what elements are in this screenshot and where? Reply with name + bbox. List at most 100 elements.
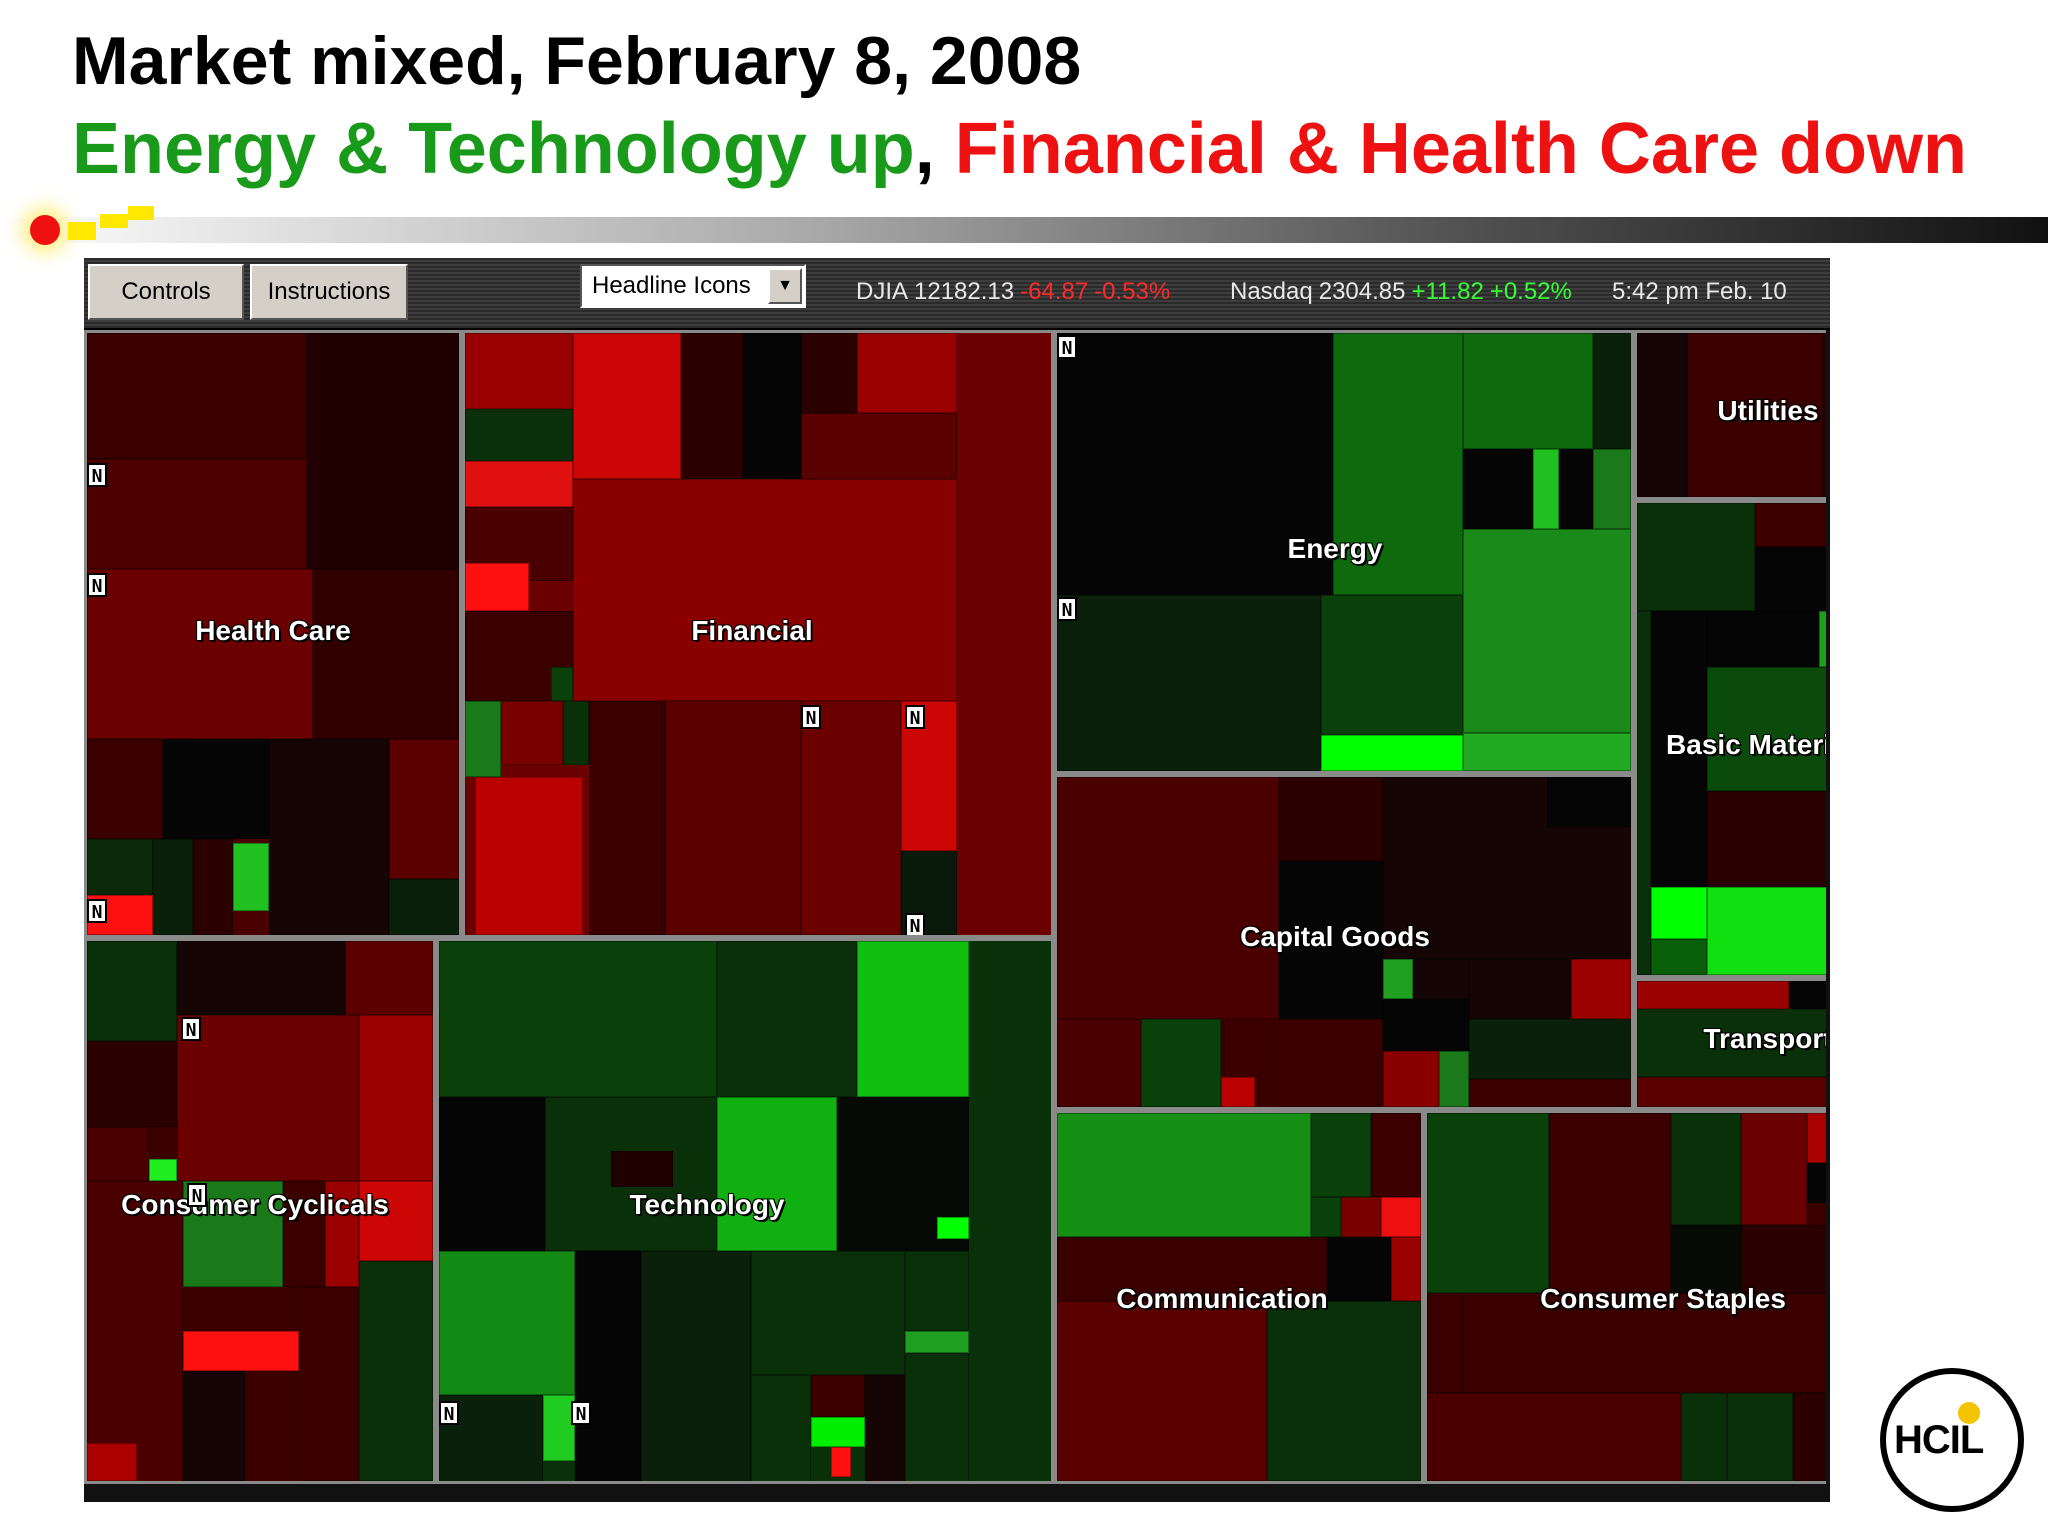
stock-cell[interactable] xyxy=(87,333,307,459)
stock-cell[interactable] xyxy=(299,1287,359,1481)
stock-cell[interactable] xyxy=(937,1217,969,1239)
stock-cell[interactable] xyxy=(153,839,193,935)
news-icon[interactable]: N xyxy=(87,463,107,487)
stock-cell[interactable] xyxy=(801,333,857,413)
sector-financial[interactable]: Financial N N N xyxy=(462,330,1054,938)
stock-cell[interactable] xyxy=(1593,333,1631,449)
stock-cell[interactable] xyxy=(811,1417,865,1447)
stock-cell[interactable] xyxy=(313,569,459,739)
stock-cell[interactable] xyxy=(1057,777,1279,1019)
stock-cell[interactable] xyxy=(1559,449,1593,529)
stock-cell[interactable] xyxy=(1371,1113,1421,1197)
stock-cell[interactable] xyxy=(717,1097,837,1251)
news-icon[interactable]: N xyxy=(1057,335,1077,359)
stock-cell[interactable] xyxy=(1463,529,1631,733)
news-icon[interactable]: N xyxy=(439,1401,459,1425)
stock-cell[interactable] xyxy=(1741,1225,1826,1293)
controls-button[interactable]: Controls xyxy=(88,264,244,320)
stock-cell[interactable] xyxy=(1427,1113,1549,1293)
stock-cell[interactable] xyxy=(681,333,743,479)
sector-consumer-cyclicals[interactable]: Consumer Cyclicals N N xyxy=(84,938,436,1484)
stock-cell[interactable] xyxy=(475,777,583,935)
stock-cell[interactable] xyxy=(865,1375,905,1481)
stock-cell[interactable] xyxy=(1057,1113,1311,1237)
stock-cell[interactable] xyxy=(1279,861,1383,1019)
news-icon[interactable]: N xyxy=(87,899,107,923)
stock-cell[interactable] xyxy=(183,1331,299,1371)
stock-cell[interactable] xyxy=(831,1447,851,1477)
stock-cell[interactable] xyxy=(87,839,153,895)
stock-cell[interactable] xyxy=(1533,449,1559,529)
stock-cell[interactable] xyxy=(359,1181,433,1261)
stock-cell[interactable] xyxy=(589,701,665,935)
instructions-button[interactable]: Instructions xyxy=(250,264,408,320)
stock-cell[interactable] xyxy=(149,1159,177,1181)
stock-cell[interactable] xyxy=(857,333,957,413)
stock-cell[interactable] xyxy=(87,1181,183,1481)
news-icon[interactable]: N xyxy=(905,913,925,935)
stock-cell[interactable] xyxy=(1427,1393,1681,1481)
stock-cell[interactable] xyxy=(1819,611,1826,667)
stock-cell[interactable] xyxy=(1267,1301,1421,1481)
stock-cell[interactable] xyxy=(1327,1237,1391,1301)
stock-cell[interactable] xyxy=(1707,611,1819,667)
sector-communication[interactable]: Communication xyxy=(1054,1110,1424,1484)
stock-cell[interactable] xyxy=(857,941,969,1097)
stock-cell[interactable] xyxy=(1707,667,1826,791)
stock-cell[interactable] xyxy=(1637,1077,1826,1107)
stock-cell[interactable] xyxy=(1321,595,1463,735)
sector-energy[interactable]: Energy N N xyxy=(1054,330,1634,774)
stock-cell[interactable] xyxy=(1789,981,1826,1009)
stock-cell[interactable] xyxy=(87,1443,137,1481)
stock-cell[interactable] xyxy=(1141,1019,1221,1107)
stock-cell[interactable] xyxy=(1221,1077,1255,1107)
stock-cell[interactable] xyxy=(439,1097,545,1251)
stock-cell[interactable] xyxy=(641,1251,751,1481)
sector-consumer-staples[interactable]: Consumer Staples xyxy=(1424,1110,1826,1484)
sector-basic-materials[interactable]: Basic Materials xyxy=(1634,500,1826,978)
stock-cell[interactable] xyxy=(1823,333,1826,497)
news-icon[interactable]: N xyxy=(905,705,925,729)
stock-cell[interactable] xyxy=(177,1015,359,1181)
stock-cell[interactable] xyxy=(87,569,313,739)
stock-cell[interactable] xyxy=(1807,1113,1826,1163)
stock-cell[interactable] xyxy=(1651,939,1707,975)
stock-cell[interactable] xyxy=(743,333,801,479)
stock-cell[interactable] xyxy=(465,461,573,507)
stock-cell[interactable] xyxy=(573,479,957,701)
stock-cell[interactable] xyxy=(269,739,389,935)
sector-technology[interactable]: Technology N N xyxy=(436,938,1054,1484)
stock-cell[interactable] xyxy=(1311,1113,1371,1197)
stock-cell[interactable] xyxy=(1807,1163,1826,1203)
stock-cell[interactable] xyxy=(1057,1019,1141,1107)
stock-cell[interactable] xyxy=(1463,449,1533,529)
news-icon[interactable]: N xyxy=(1057,597,1077,621)
stock-cell[interactable] xyxy=(1383,1051,1439,1107)
chevron-down-icon[interactable]: ▼ xyxy=(768,268,802,304)
news-icon[interactable]: N xyxy=(87,573,107,597)
stock-cell[interactable] xyxy=(1755,547,1826,611)
stock-cell[interactable] xyxy=(1687,333,1823,497)
stock-cell[interactable] xyxy=(389,739,459,879)
stock-cell[interactable] xyxy=(359,1015,433,1181)
stock-cell[interactable] xyxy=(345,941,433,1015)
stock-cell[interactable] xyxy=(283,1181,325,1287)
stock-cell[interactable] xyxy=(1333,333,1463,595)
stock-cell[interactable] xyxy=(801,413,957,479)
news-icon[interactable]: N xyxy=(187,1183,207,1207)
stock-cell[interactable] xyxy=(665,701,801,935)
stock-cell[interactable] xyxy=(905,1353,969,1481)
stock-cell[interactable] xyxy=(1741,1113,1807,1225)
stock-cell[interactable] xyxy=(1707,887,1826,975)
stock-cell[interactable] xyxy=(551,667,573,701)
stock-cell[interactable] xyxy=(611,1151,673,1187)
stock-cell[interactable] xyxy=(543,1395,575,1461)
stock-cell[interactable] xyxy=(439,941,717,1097)
stock-cell[interactable] xyxy=(87,459,307,569)
stock-cell[interactable] xyxy=(177,941,345,1015)
stock-cell[interactable] xyxy=(465,701,501,777)
stock-cell[interactable] xyxy=(751,1251,905,1375)
stock-cell[interactable] xyxy=(465,409,573,461)
stock-cell[interactable] xyxy=(1381,1197,1421,1237)
stock-cell[interactable] xyxy=(1469,1079,1631,1107)
